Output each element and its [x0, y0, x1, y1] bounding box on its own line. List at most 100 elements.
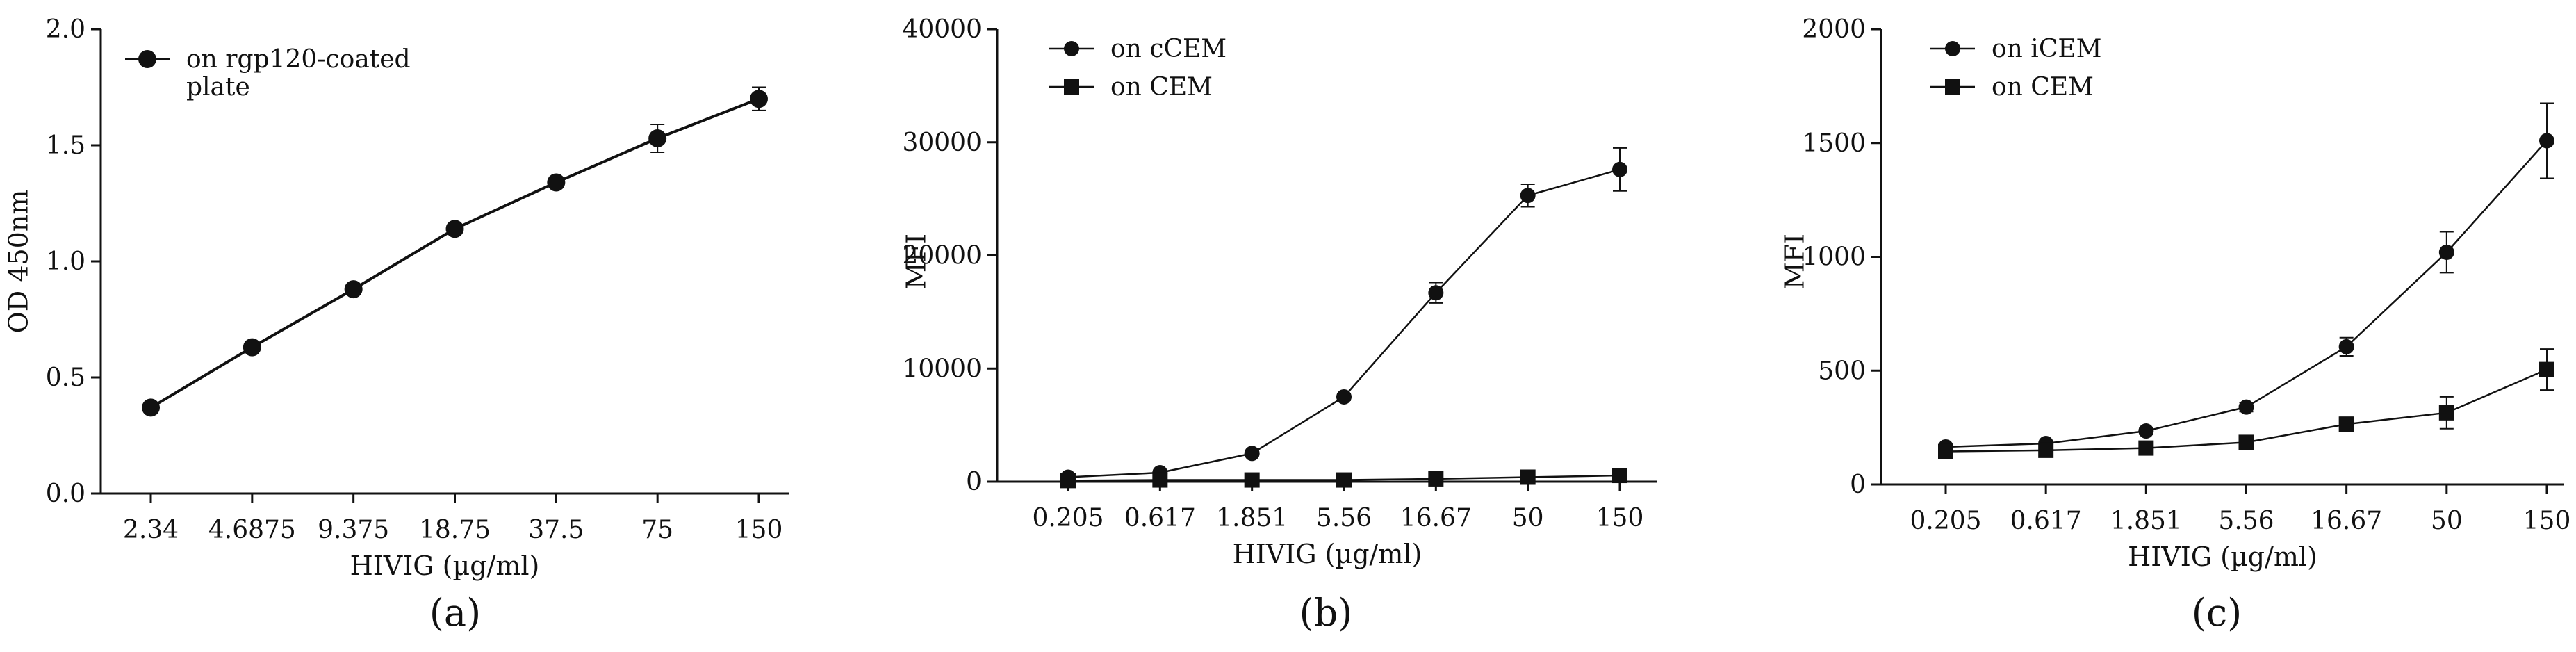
series-line [1067, 168, 1621, 478]
legend-label: on iCEM [1992, 35, 2102, 63]
legend-marker-circle [1945, 41, 1960, 56]
x-tick-label: 16.67 [1400, 504, 1472, 532]
data-point-circle [1520, 188, 1536, 204]
series-1 [1938, 348, 2554, 459]
data-point-circle [1244, 446, 1260, 462]
x-tick-label: 50 [1512, 504, 1544, 532]
data-point-square [2138, 440, 2154, 456]
y-tick-label: 20000 [902, 242, 982, 270]
y-tick-label: 30000 [902, 129, 982, 157]
x-tick-label: 37.5 [528, 516, 584, 544]
legend-label: plate [186, 73, 250, 101]
series-0 [1938, 102, 2554, 455]
legend-label: on CEM [1992, 73, 2094, 101]
legend-entry: on CEM [1930, 73, 2094, 101]
y-tick-label: 2.0 [46, 15, 85, 44]
x-axis-label: HIVIG (µg/ml) [1233, 539, 1422, 569]
x-tick-label: 16.67 [2311, 507, 2382, 535]
y-tick-label: 40000 [902, 15, 982, 44]
data-point-circle [2138, 423, 2154, 439]
panel-label: (c) [2192, 591, 2242, 635]
data-point-square [1612, 468, 1627, 484]
legend-marker-circle [1064, 41, 1079, 56]
legend-marker-square [1064, 79, 1079, 95]
x-tick-label: 0.617 [2010, 507, 2082, 535]
data-point-square [2038, 442, 2054, 458]
y-tick-label: 0.0 [46, 480, 85, 508]
data-point-square [2238, 434, 2254, 450]
y-tick-label: 0.5 [46, 364, 85, 392]
y-tick-label: 1500 [1802, 129, 1866, 158]
x-tick-label: 150 [2523, 507, 2571, 535]
data-point-circle [2438, 244, 2454, 260]
x-tick-label: 50 [2431, 507, 2463, 535]
x-axis-label: HIVIG (µg/ml) [2128, 541, 2317, 572]
data-point-square [2338, 416, 2354, 432]
y-axis-label: MFI [901, 234, 931, 289]
data-point-circle [1336, 389, 1352, 405]
data-point-circle [142, 398, 160, 417]
data-point-square [1520, 469, 1536, 485]
legend-entry: on cCEM [1049, 35, 1227, 63]
data-point-circle [1428, 285, 1444, 301]
data-point-square [2438, 405, 2454, 421]
legend-marker-square [1945, 79, 1960, 95]
y-axis-label: MFI [1779, 234, 1810, 289]
panel-label: (b) [1299, 591, 1353, 635]
data-point-circle [445, 220, 464, 238]
data-point-square [2539, 361, 2554, 377]
x-tick-label: 9.375 [318, 516, 389, 544]
x-tick-label: 2.34 [123, 516, 179, 544]
data-point-square [1336, 472, 1352, 488]
y-tick-label: 1.5 [46, 131, 85, 160]
x-tick-label: 75 [641, 516, 673, 544]
x-tick-label: 0.205 [1032, 504, 1104, 532]
x-tick-label: 18.75 [419, 516, 491, 544]
data-point-circle [648, 129, 667, 147]
chart-panel-c: 0 500 1000 1500 2000 0.205 0.617 1.851 5.56 16.67… [1779, 15, 2570, 635]
data-point-circle [2238, 399, 2254, 415]
x-tick-label: 150 [1596, 504, 1644, 532]
data-point-square [1152, 472, 1168, 488]
series-line [149, 97, 760, 409]
data-point-circle [243, 338, 261, 357]
legend-label: on cCEM [1110, 35, 1227, 63]
data-point-circle [2338, 339, 2354, 354]
x-tick-label: 5.56 [2218, 507, 2274, 535]
x-tick-label: 0.205 [1910, 507, 1981, 535]
x-tick-label: 0.617 [1124, 504, 1196, 532]
legend-entry: on CEM [1049, 73, 1213, 101]
x-tick-label: 1.851 [1216, 504, 1288, 532]
series-0 [1060, 147, 1627, 485]
data-point-circle [1612, 161, 1627, 177]
legend-marker-circle [138, 50, 156, 68]
y-tick-label: 1000 [1802, 243, 1866, 272]
chart-panel-b: 0 10000 20000 30000 40000 0.205 0.617 1.851 5.56… [901, 15, 1657, 635]
series-1 [1060, 468, 1627, 489]
data-point-circle [2539, 133, 2554, 149]
data-point-square [1428, 471, 1444, 487]
y-axis-label: OD 450nm [3, 190, 33, 334]
x-tick-label: 1.851 [2110, 507, 2182, 535]
legend-entry: on iCEM [1930, 35, 2102, 63]
legend-label: on rgp120-coated [186, 45, 411, 74]
x-axis-label: HIVIG (µg/ml) [350, 551, 540, 581]
data-point-circle [750, 90, 768, 108]
x-tick-label: 5.56 [1316, 504, 1372, 532]
y-tick-label: 0 [966, 468, 982, 496]
series-0 [142, 86, 768, 417]
y-tick-label: 500 [1818, 357, 1866, 385]
data-point-circle [344, 280, 363, 299]
chart-panel-a: 0.0 0.5 1.0 1.5 2.0 2.34 4.6875 9.375 18.75 37.5 7… [3, 15, 789, 635]
y-tick-label: 1.0 [46, 247, 85, 276]
y-tick-label: 10000 [902, 354, 982, 383]
x-tick-label: 150 [735, 516, 783, 544]
x-tick-label: 4.6875 [208, 516, 296, 544]
y-tick-label: 2000 [1802, 15, 1866, 44]
y-tick-label: 0 [1850, 471, 1866, 499]
data-point-square [1060, 473, 1076, 489]
legend-label: on CEM [1110, 73, 1213, 101]
data-point-square [1244, 472, 1260, 488]
